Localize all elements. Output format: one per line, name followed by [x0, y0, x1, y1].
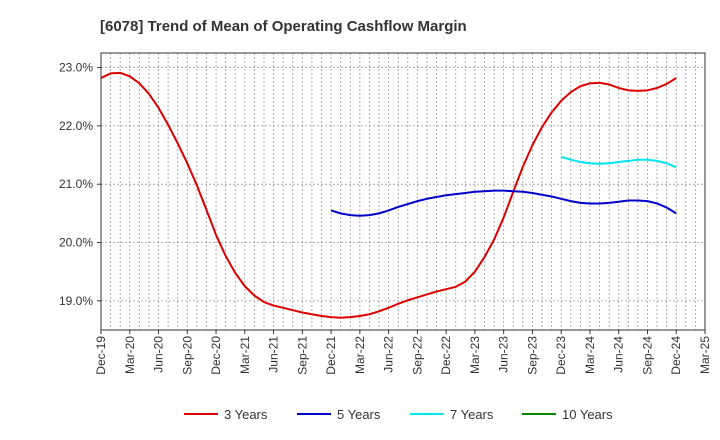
x-tick-label: Mar-20 [123, 336, 137, 374]
legend-label: 7 Years [450, 407, 494, 422]
series-lines [100, 71, 677, 319]
x-tick-label: Jun-21 [267, 336, 281, 373]
x-tick-label: Jun-22 [382, 336, 396, 373]
x-tick-label: Mar-25 [698, 336, 712, 374]
y-tick-label: 19.0% [59, 294, 93, 308]
x-tick-label: Sep-24 [640, 336, 654, 375]
x-tick-label: Sep-21 [295, 336, 309, 375]
x-tick-label: Dec-22 [439, 336, 453, 375]
y-axis: 19.0% 20.0% 21.0% 22.0% 23.0% [59, 61, 101, 308]
grid [101, 53, 705, 330]
chart-title: [6078] Trend of Mean of Operating Cashfl… [100, 18, 467, 35]
series-line-5-years [330, 189, 677, 217]
x-tick-label: Dec-21 [324, 336, 338, 375]
x-tick-label: Dec-20 [209, 336, 223, 375]
x-tick-label: Mar-22 [353, 336, 367, 374]
x-tick-label: Jun-20 [152, 336, 166, 373]
y-tick-label: 22.0% [59, 119, 93, 133]
legend-label: 5 Years [337, 407, 381, 422]
legend: 3 Years 5 Years 7 Years 10 Years [184, 407, 613, 422]
series-line-3-years [100, 71, 677, 319]
x-tick-label: Jun-23 [497, 336, 511, 373]
x-tick-label: Mar-23 [468, 336, 482, 374]
y-tick-label: 21.0% [59, 177, 93, 191]
series-line-7-years [560, 155, 677, 169]
x-axis: Dec-19 Mar-20 Jun-20 Sep-20 Dec-20 Mar-21 Jun-… [94, 330, 712, 375]
legend-label: 10 Years [562, 407, 613, 422]
x-tick-label: Sep-23 [525, 336, 539, 375]
y-tick-label: 23.0% [59, 61, 93, 75]
x-tick-label: Jun-24 [612, 336, 626, 373]
legend-label: 3 Years [224, 407, 268, 422]
x-tick-label: Mar-21 [238, 336, 252, 374]
x-tick-label: Dec-23 [554, 336, 568, 375]
y-tick-label: 20.0% [59, 236, 93, 250]
x-tick-label: Dec-24 [669, 336, 683, 375]
x-tick-label: Mar-24 [583, 336, 597, 374]
x-tick-label: Sep-20 [180, 336, 194, 375]
x-tick-label: Dec-19 [94, 336, 108, 375]
x-tick-label: Sep-22 [410, 336, 424, 375]
plot-frame [100, 52, 706, 331]
